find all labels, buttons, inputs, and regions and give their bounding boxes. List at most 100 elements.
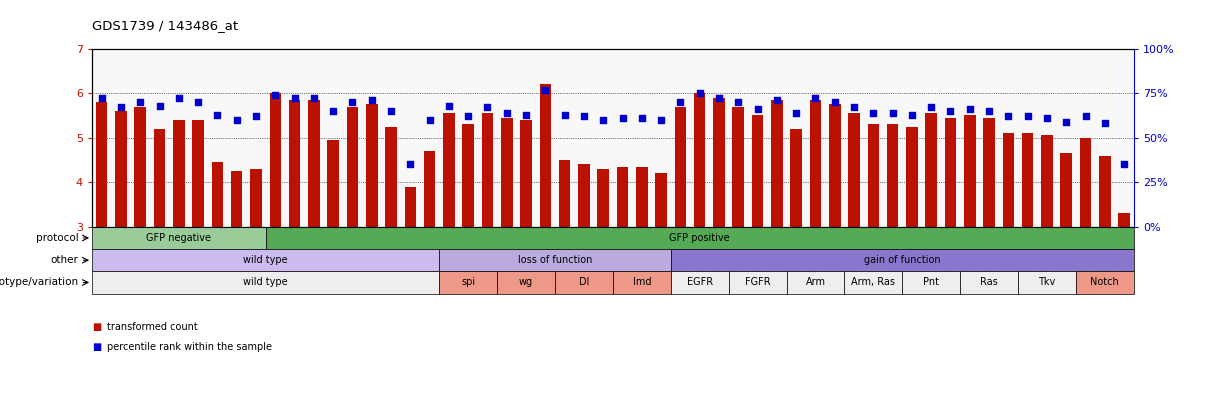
Bar [829, 104, 840, 227]
Text: Tkv: Tkv [1038, 277, 1055, 288]
Bar [1099, 156, 1110, 227]
Point [517, 111, 536, 118]
Bar [960, 271, 1018, 294]
Bar [945, 118, 956, 227]
Point [612, 115, 632, 122]
Text: transformed count: transformed count [107, 322, 198, 332]
Bar [1002, 133, 1015, 227]
Bar [555, 271, 612, 294]
Bar [115, 111, 126, 227]
Bar [482, 113, 493, 227]
Bar [497, 271, 555, 294]
Bar [92, 249, 439, 271]
Point [1056, 118, 1076, 125]
Text: EGFR: EGFR [687, 277, 713, 288]
Text: other: other [50, 255, 79, 265]
Text: GFP positive: GFP positive [670, 233, 730, 243]
Bar [848, 113, 860, 227]
Point [632, 115, 652, 122]
Bar [423, 151, 436, 227]
Point [921, 104, 941, 111]
Bar [265, 227, 1134, 249]
Bar [211, 162, 223, 227]
Bar [733, 107, 744, 227]
Bar [790, 129, 802, 227]
Bar [92, 271, 439, 294]
Point [999, 113, 1018, 119]
Bar [867, 124, 879, 227]
Bar [671, 249, 1134, 271]
Text: FGFR: FGFR [745, 277, 771, 288]
Point [265, 92, 285, 98]
Point [960, 106, 979, 113]
Text: Arm, Ras: Arm, Ras [852, 277, 896, 288]
Point [979, 108, 999, 114]
Point [169, 95, 189, 102]
Bar [964, 115, 975, 227]
Bar [729, 271, 787, 294]
Bar [1022, 133, 1033, 227]
Bar [250, 169, 261, 227]
Point [362, 97, 382, 104]
Point [1076, 113, 1096, 119]
Text: Ras: Ras [980, 277, 998, 288]
Bar [366, 104, 378, 227]
Text: wild type: wild type [243, 255, 288, 265]
Bar [810, 100, 821, 227]
Point [767, 97, 787, 104]
Bar [92, 227, 265, 249]
Text: loss of function: loss of function [518, 255, 593, 265]
Point [806, 95, 826, 102]
Point [247, 113, 266, 119]
Text: Notch: Notch [1091, 277, 1119, 288]
Text: percentile rank within the sample: percentile rank within the sample [107, 342, 271, 352]
Bar [96, 102, 108, 227]
Bar [231, 171, 243, 227]
Text: wild type: wild type [243, 277, 288, 288]
Bar [385, 126, 396, 227]
Bar [347, 107, 358, 227]
Bar [925, 113, 937, 227]
Point [941, 108, 961, 114]
Point [1114, 161, 1134, 168]
Bar [520, 120, 531, 227]
Point [864, 109, 883, 116]
Point [459, 113, 479, 119]
Point [729, 99, 748, 105]
Bar [405, 187, 416, 227]
Bar [655, 173, 667, 227]
Bar [902, 271, 960, 294]
Bar [270, 93, 281, 227]
Bar [617, 167, 628, 227]
Bar [135, 107, 146, 227]
Bar [328, 140, 339, 227]
Bar [173, 120, 184, 227]
Bar [578, 164, 590, 227]
Bar [906, 126, 918, 227]
Point [112, 104, 131, 111]
Bar [439, 271, 497, 294]
Point [709, 95, 729, 102]
Point [594, 117, 614, 123]
Point [535, 86, 555, 93]
Bar [153, 129, 166, 227]
Point [652, 117, 671, 123]
Text: spi: spi [461, 277, 475, 288]
Point [787, 109, 806, 116]
Text: gain of function: gain of function [864, 255, 941, 265]
Text: GDS1739 / 143486_at: GDS1739 / 143486_at [92, 19, 238, 32]
Text: Imd: Imd [633, 277, 652, 288]
Bar [598, 169, 609, 227]
Bar [1118, 213, 1130, 227]
Bar [308, 100, 320, 227]
Bar [787, 271, 844, 294]
Text: protocol: protocol [36, 233, 79, 243]
Bar [1018, 271, 1076, 294]
Point [902, 111, 921, 118]
Bar [558, 160, 571, 227]
Point [439, 102, 459, 109]
Bar [1042, 136, 1053, 227]
Point [747, 106, 767, 113]
Point [207, 111, 227, 118]
Bar [844, 271, 902, 294]
